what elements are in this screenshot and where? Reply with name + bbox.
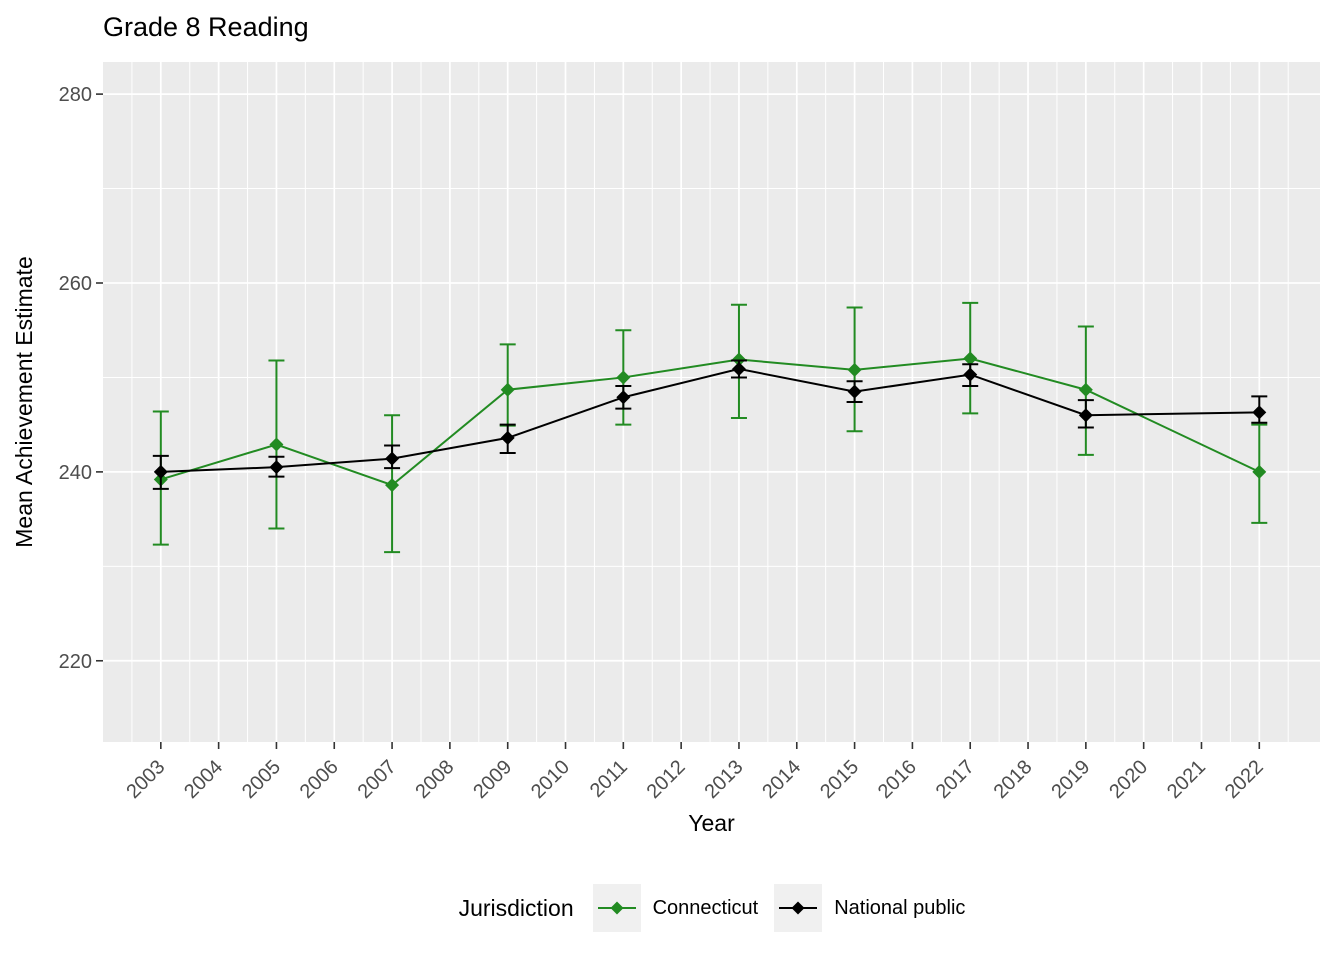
x-tick-label: 2020 <box>1105 756 1152 803</box>
x-tick-label: 2009 <box>469 756 516 803</box>
data-point-connecticut <box>385 478 400 493</box>
data-point-connecticut <box>500 382 515 397</box>
plot-panel <box>103 62 1320 742</box>
data-point-national-public <box>963 367 978 382</box>
data-point-connecticut <box>963 351 978 366</box>
legend: Jurisdiction Connecticut National public <box>40 878 1344 938</box>
x-tick-label: 2017 <box>932 756 979 803</box>
y-tick-label: 260 <box>59 273 92 295</box>
x-tick-label: 2021 <box>1163 756 1210 803</box>
series-line-connecticut <box>160 357 1260 487</box>
legend-entries: Connecticut National public <box>592 884 965 932</box>
legend-entry: Connecticut <box>592 884 759 932</box>
legend-key-icon <box>774 884 823 932</box>
data-point-national-public <box>1252 405 1267 420</box>
x-tick-label: 2008 <box>411 756 458 803</box>
x-tick-label: 2011 <box>586 756 632 802</box>
series-line-national-public <box>160 367 1260 473</box>
x-tick-label: 2006 <box>296 756 343 803</box>
x-tick-label: 2013 <box>700 756 747 803</box>
y-axis-title: Mean Achievement Estimate <box>11 256 37 547</box>
y-tick-label: 280 <box>59 84 92 106</box>
legend-entry: National public <box>774 884 965 932</box>
chart-title: Grade 8 Reading <box>103 12 309 42</box>
legend-key-icon <box>592 884 641 932</box>
x-tick-label: 2016 <box>874 756 921 803</box>
data-point-national-public <box>1078 408 1093 423</box>
data-point-national-public <box>731 361 746 376</box>
x-tick-label: 2010 <box>527 756 574 803</box>
data-point-national-public <box>153 464 168 479</box>
plot-area: 2003 2004 2005 2006 2007 2008 2009 2010 2011 2012… <box>11 62 1320 836</box>
data-point-national-public <box>500 430 515 445</box>
x-tick-label: 2018 <box>990 756 1037 803</box>
data-point-connecticut <box>269 437 284 452</box>
x-axis-title: Year <box>688 810 735 836</box>
y-tick-label: 220 <box>59 651 92 673</box>
x-tick-label: 2003 <box>122 756 169 803</box>
data-point-connecticut <box>1078 382 1093 397</box>
data-point-national-public <box>269 460 284 475</box>
legend-title: Jurisdiction <box>458 894 574 921</box>
data-point-national-public <box>847 384 862 399</box>
data-point-connecticut <box>616 370 631 385</box>
data-point-national-public <box>385 451 400 466</box>
data-point-national-public <box>616 390 631 405</box>
y-tick-label: 240 <box>59 462 92 484</box>
x-tick-label: 2022 <box>1221 756 1268 803</box>
x-tick-label: 2012 <box>643 756 690 803</box>
x-tick-label: 2007 <box>354 756 401 803</box>
x-tick-label: 2005 <box>238 756 285 803</box>
legend-label: Connecticut <box>652 896 759 919</box>
data-point-connecticut <box>847 362 862 377</box>
legend-label: National public <box>834 896 966 919</box>
data-point-connecticut <box>1252 464 1267 479</box>
x-tick-label: 2014 <box>758 756 805 803</box>
x-tick-label: 2019 <box>1047 756 1094 803</box>
x-tick-label: 2004 <box>180 756 227 803</box>
x-tick-label: 2015 <box>816 756 863 803</box>
